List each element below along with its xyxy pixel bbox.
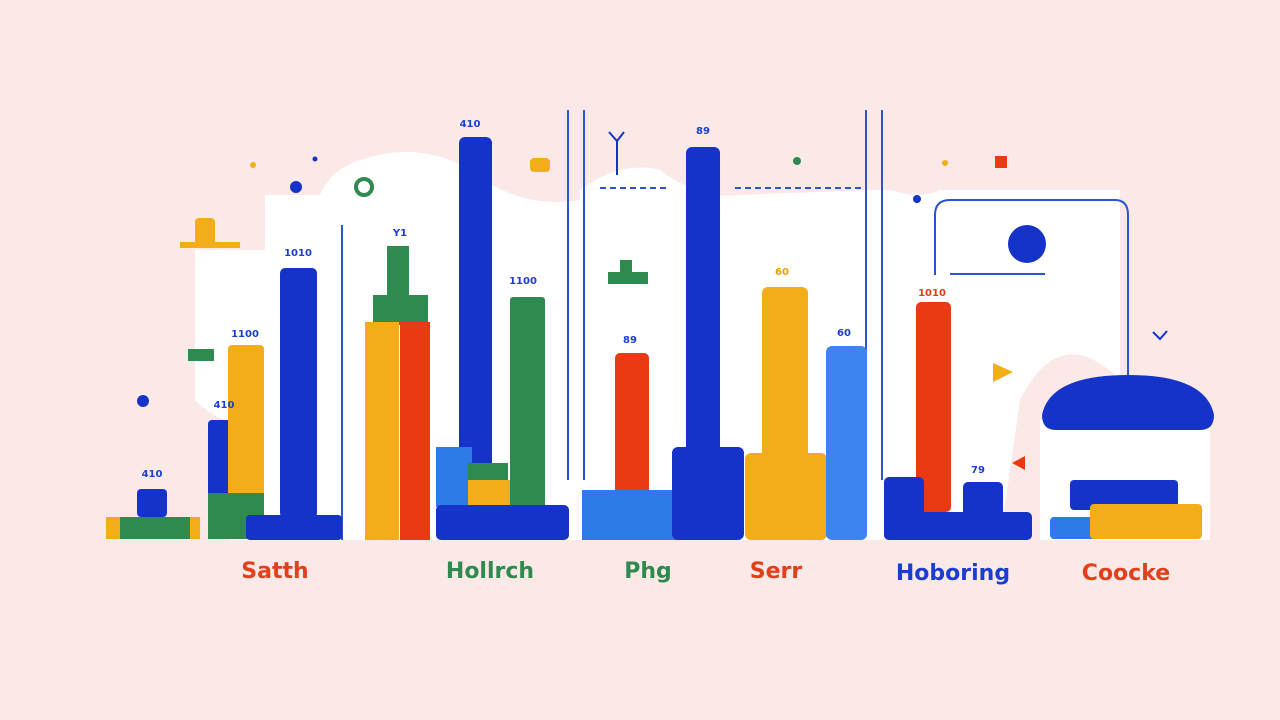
dots (137, 131, 1168, 470)
dot (1008, 225, 1046, 263)
category-label: Phg (624, 559, 672, 584)
category-label: Coocke (1082, 561, 1170, 586)
category-label: Serr (750, 559, 803, 584)
frame-lines (341, 110, 1129, 540)
value-label: 60 (837, 328, 851, 339)
bars (106, 137, 1214, 540)
value-label: 89 (623, 335, 637, 346)
value-label: Y1 (392, 228, 407, 239)
value-label: 410 (460, 119, 481, 130)
category-label: Satth (241, 559, 308, 584)
value-label: 410 (214, 400, 235, 411)
value-label: 60 (775, 267, 789, 278)
category-label: Hoboring (896, 561, 1010, 586)
value-label: 89 (696, 126, 710, 137)
value-label: 410 (142, 469, 163, 480)
category-label: Hollrch (446, 559, 534, 584)
value-label: 1010 (284, 248, 312, 259)
value-label: 1010 (918, 288, 946, 299)
value-label: 1100 (231, 329, 259, 340)
value-label: 1100 (509, 276, 537, 287)
value-label: 79 (971, 465, 985, 476)
